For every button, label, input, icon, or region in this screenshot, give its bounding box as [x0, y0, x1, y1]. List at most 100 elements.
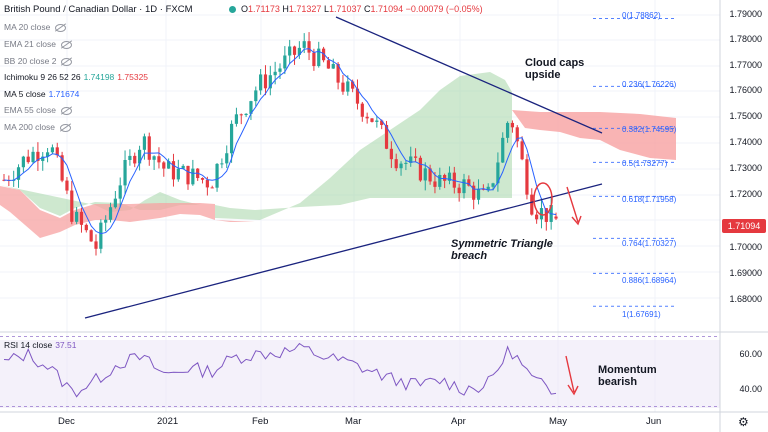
rsi-band: [0, 340, 720, 408]
candle-body: [370, 118, 374, 122]
triangle-support-line: [84, 183, 603, 319]
fib-label-5: 0.5(1.73277): [622, 159, 668, 168]
candle-body: [162, 162, 166, 169]
candle-body: [50, 147, 55, 153]
eye-off-icon[interactable]: [61, 57, 73, 66]
candle-body: [520, 141, 524, 160]
rsi-tick-60: 60.00: [739, 349, 762, 359]
candle-body: [191, 168, 195, 185]
candle-body: [505, 122, 510, 138]
annotation-momentum: Momentum bearish: [598, 364, 657, 388]
candle-body: [375, 120, 379, 122]
fib-label-618: 0.618(1.71958): [622, 195, 677, 204]
candle-body: [239, 114, 243, 116]
candle-body: [481, 188, 485, 190]
candle-body: [413, 156, 418, 158]
cloud-bullish: [0, 72, 512, 220]
candle-body: [41, 156, 45, 161]
rsi-tick-40: 40.00: [739, 384, 762, 394]
candle-body: [288, 46, 292, 56]
candle-body: [259, 74, 263, 91]
legend-ma200[interactable]: MA 200 close: [4, 121, 72, 133]
candle-body: [84, 224, 88, 231]
candle-body: [152, 156, 156, 160]
candle-body: [292, 46, 297, 55]
eye-off-icon[interactable]: [60, 123, 72, 132]
candle-body: [462, 179, 466, 194]
candle-body: [418, 157, 423, 181]
candle-body: [491, 183, 495, 187]
fib-label-764: 0.764(1.70327): [622, 239, 677, 248]
rsi-down-arrow: [565, 355, 579, 396]
legend-ma5[interactable]: MA 5 close 1.71674: [4, 89, 80, 99]
candle-body: [317, 48, 321, 67]
chart-title: British Pound / Canadian Dollar · 1D · F…: [4, 4, 193, 15]
candle-body: [394, 159, 398, 169]
price-tick: 1.73000: [729, 163, 762, 173]
current-price-badge: 1.71094: [722, 219, 766, 233]
eye-off-icon[interactable]: [55, 23, 67, 32]
candle-body: [341, 82, 345, 92]
cloud-bearish: [0, 186, 255, 238]
eye-off-icon[interactable]: [60, 106, 72, 115]
breach-circle: [533, 182, 553, 216]
candle-body: [249, 101, 253, 114]
legend-ichimoku[interactable]: Ichimoku 9 26 52 26 1.74198 1.75325: [4, 72, 149, 82]
rsi-legend[interactable]: RSI 14 close 37.51: [4, 340, 77, 350]
candle-body: [16, 167, 21, 180]
candle-body: [346, 81, 350, 92]
candle-body: [244, 113, 248, 116]
price-tick: 1.77000: [729, 60, 762, 70]
candle-body: [297, 47, 301, 55]
candle-body: [501, 137, 505, 163]
candle-body: [70, 190, 74, 222]
candle-body: [45, 152, 50, 157]
candle-body: [355, 88, 360, 104]
candle-body: [123, 160, 127, 186]
candle-body: [210, 187, 214, 189]
candle-body: [21, 156, 25, 168]
legend-ma20[interactable]: MA 20 close: [4, 21, 67, 33]
candle-body: [351, 81, 355, 89]
candle-body: [467, 179, 471, 186]
candle-body: [31, 151, 35, 163]
candle-body: [113, 198, 117, 208]
x-tick-mar: Mar: [345, 416, 362, 427]
candle-body: [157, 156, 161, 163]
candle-body: [128, 155, 132, 161]
candle-body: [496, 162, 500, 184]
candle-body: [472, 185, 476, 200]
price-tick: 1.79000: [729, 9, 762, 19]
legend-bb20[interactable]: BB 20 close 2: [4, 55, 73, 67]
candle-body: [171, 161, 176, 180]
candle-body: [181, 165, 185, 169]
candle-body: [75, 211, 79, 222]
candle-body: [447, 172, 452, 181]
price-tick: 1.75000: [729, 111, 762, 121]
candle-body: [423, 168, 427, 181]
candle-body: [457, 187, 461, 194]
legend-ema55[interactable]: EMA 55 close: [4, 104, 72, 116]
candle-body: [530, 194, 534, 215]
candle-body: [118, 185, 122, 199]
price-tick: 1.69000: [729, 268, 762, 278]
eye-off-icon[interactable]: [60, 40, 72, 49]
candle-body: [302, 41, 306, 48]
candle-body: [510, 122, 515, 128]
legend-ema21[interactable]: EMA 21 close: [4, 38, 72, 50]
candle-body: [515, 127, 519, 142]
x-tick-may: May: [549, 416, 567, 427]
annotation-cloud: Cloud caps upside: [525, 57, 585, 81]
gear-icon[interactable]: ⚙: [738, 415, 749, 429]
candle-body: [65, 180, 69, 191]
candle-body: [326, 60, 331, 69]
candle-body: [486, 186, 490, 190]
candle-body: [205, 179, 209, 188]
candle-body: [384, 124, 389, 149]
candle-body: [133, 155, 137, 164]
candle-body: [312, 52, 316, 67]
candle-body: [225, 153, 229, 164]
candle-body: [26, 156, 30, 163]
candle-body: [60, 155, 64, 181]
candle-body: [268, 75, 272, 89]
